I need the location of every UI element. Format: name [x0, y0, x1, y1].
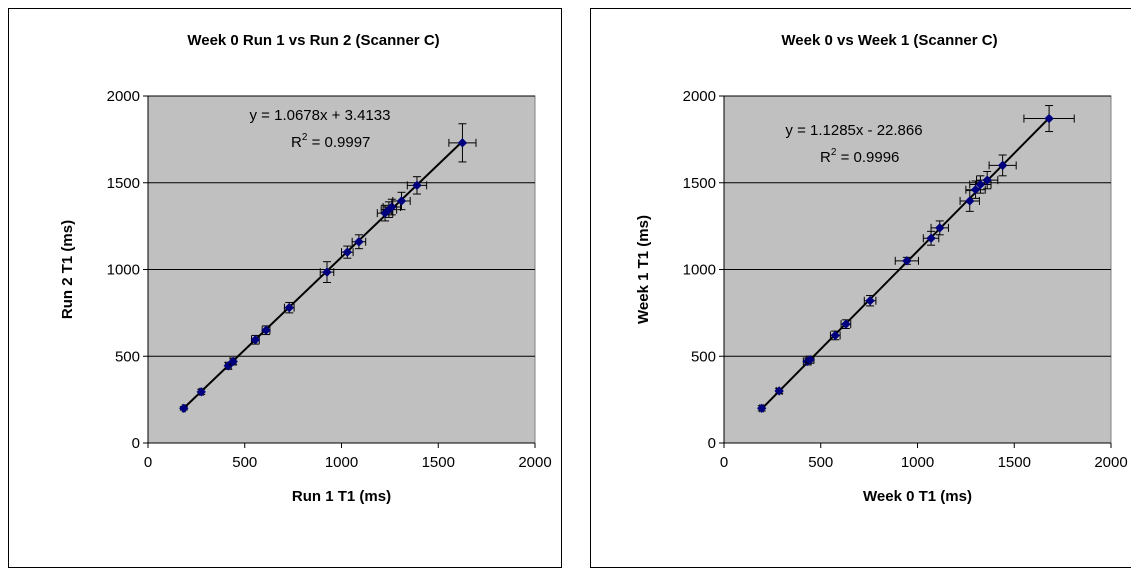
- x-tick-label: 0: [144, 454, 152, 471]
- data-point: [774, 386, 784, 396]
- data-point: [387, 202, 397, 212]
- x-tick-label: 1000: [325, 454, 358, 471]
- data-point: [354, 237, 364, 247]
- data-point: [830, 330, 840, 341]
- y-tick-label: 0: [708, 435, 716, 452]
- x-tick-label: 0: [720, 454, 728, 471]
- r-squared-symbol: R: [820, 149, 831, 166]
- x-tick-label: 1000: [901, 454, 934, 471]
- y-tick-label: 0: [132, 435, 140, 452]
- data-point: [865, 296, 875, 306]
- data-point: [284, 302, 294, 313]
- data-point: [228, 356, 238, 367]
- y-axis-label: Week 1 T1 (ms): [635, 215, 652, 324]
- data-point: [935, 223, 945, 233]
- x-axis-label: Run 1 T1 (ms): [292, 488, 391, 505]
- x-tick-label: 1500: [422, 454, 455, 471]
- data-point: [250, 335, 261, 345]
- r-squared-superscript: 2: [831, 147, 837, 158]
- r-squared-label: R2 = 0.9997: [291, 132, 370, 151]
- data-point: [457, 138, 468, 148]
- trendline-equation: y = 1.1285x - 22.866: [785, 122, 922, 139]
- data-point: [179, 403, 189, 414]
- data-point: [970, 184, 981, 195]
- data-point: [975, 179, 986, 190]
- data-point: [196, 387, 206, 397]
- data-point: [926, 233, 936, 243]
- data-point: [805, 355, 815, 365]
- chart-svg: 0 500 1000 1500 2000 0 500 1000 1500 2000 Week 0 v…: [635, 32, 1128, 505]
- data-point: [902, 256, 912, 266]
- x-tick-label: 2000: [518, 454, 551, 471]
- data-point: [841, 319, 851, 329]
- chart-title: Week 0 vs Week 1 (Scanner C): [781, 32, 997, 49]
- y-tick-label: 1000: [107, 262, 140, 279]
- data-point: [261, 325, 271, 335]
- x-tick-label: 500: [808, 454, 833, 471]
- data-point: [982, 175, 992, 185]
- x-tick-label: 500: [232, 454, 257, 471]
- data-point: [965, 196, 975, 206]
- x-tick-label: 2000: [1094, 454, 1127, 471]
- y-tick-label: 500: [115, 348, 140, 365]
- data-point: [322, 267, 332, 277]
- data-point: [1044, 113, 1054, 124]
- x-axis-label: Week 0 T1 (ms): [863, 488, 972, 505]
- data-point: [412, 180, 422, 191]
- chart-panel-run1-vs-run2: 0 500 1000 1500 2000 0 500 1000 1500 2000 Week 0 R…: [8, 8, 562, 568]
- r-squared-value: = 0.9996: [836, 149, 899, 166]
- r-squared-label: R2 = 0.9996: [820, 147, 899, 166]
- data-point: [342, 247, 353, 257]
- chart-panel-week0-vs-week1: 0 500 1000 1500 2000 0 500 1000 1500 2000 Week 0 v…: [590, 8, 1131, 568]
- y-axis-label: Run 2 T1 (ms): [59, 220, 76, 319]
- y-tick-label: 1500: [107, 175, 140, 192]
- chart-title: Week 0 Run 1 vs Run 2 (Scanner C): [187, 32, 439, 49]
- r-squared-symbol: R: [291, 134, 302, 151]
- data-point: [997, 160, 1008, 171]
- data-point: [757, 403, 767, 414]
- y-tick-label: 2000: [107, 88, 140, 105]
- chart-svg: 0 500 1000 1500 2000 0 500 1000 1500 2000 Week 0 R…: [59, 32, 552, 505]
- y-tick-label: 1000: [683, 262, 716, 279]
- x-tick-label: 1500: [998, 454, 1031, 471]
- data-point: [396, 196, 407, 206]
- r-squared-superscript: 2: [302, 132, 308, 143]
- y-tick-label: 2000: [683, 88, 716, 105]
- trendline-equation: y = 1.0678x + 3.4133: [250, 107, 391, 124]
- r-squared-value: = 0.9997: [307, 134, 370, 151]
- y-tick-label: 500: [691, 348, 716, 365]
- y-tick-label: 1500: [683, 175, 716, 192]
